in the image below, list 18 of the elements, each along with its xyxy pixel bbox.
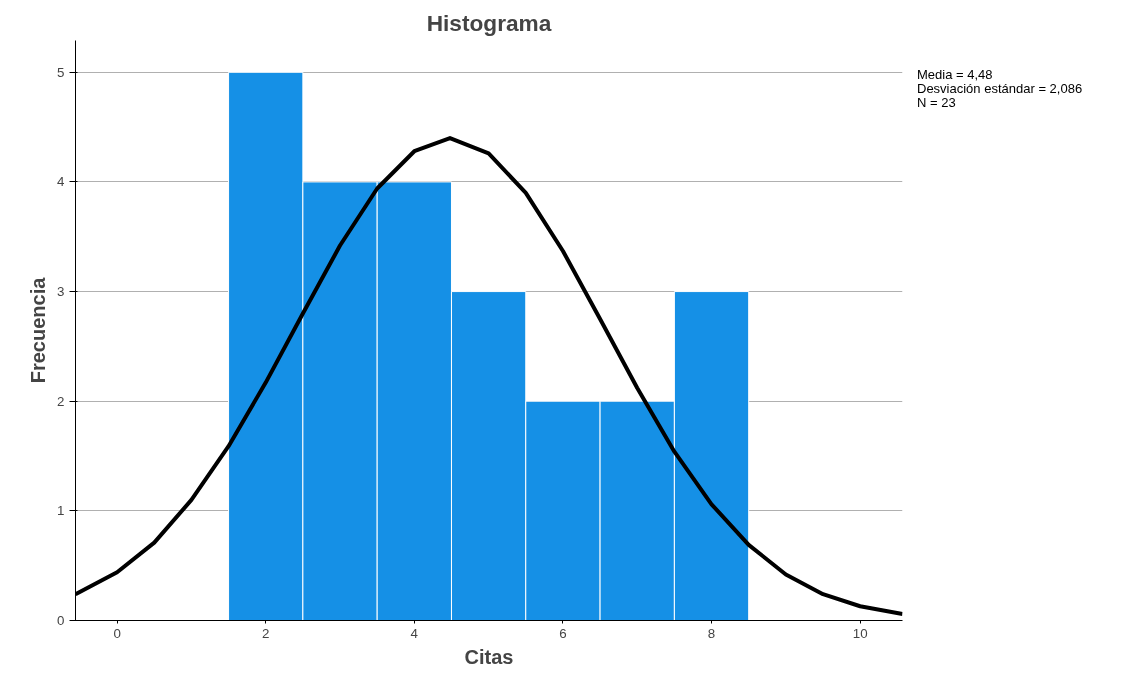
y-tick-label: 5	[57, 64, 65, 80]
y-tick-label: 1	[57, 503, 65, 519]
x-tick-label: 10	[852, 625, 868, 641]
x-tick-label: 0	[113, 625, 121, 641]
y-tick-label: 2	[57, 393, 65, 409]
chart-title: Histograma	[426, 9, 552, 36]
x-tick-label: 8	[707, 625, 716, 641]
text: Desviación estándar = 2,086	[917, 81, 1083, 96]
x-tick-label: 2	[262, 625, 270, 641]
y-axis-title: Frecuencia	[27, 276, 50, 384]
x-tick-label: 4	[410, 625, 419, 641]
y-tick-label: 3	[57, 284, 65, 300]
text: N = 23	[917, 95, 957, 110]
x-tick-label: 6	[559, 625, 567, 641]
y-tick-label: 4	[57, 174, 66, 190]
text: Media = 4,48	[917, 67, 994, 82]
x-axis-title: Citas	[464, 645, 514, 668]
y-tick-label: 0	[57, 613, 65, 628]
